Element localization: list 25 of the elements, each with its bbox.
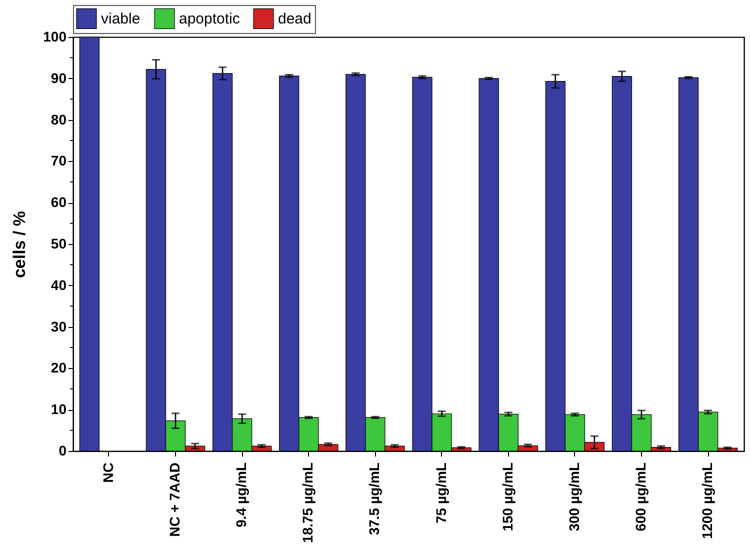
x-tick-label: NC + 7AAD [166,462,183,537]
y-tick-label: 60 [50,194,67,210]
y-tick-label: 50 [50,236,67,252]
y-tick-label: 30 [50,318,67,334]
y-tick-label: 0 [58,442,67,458]
x-tick-label: 37.5 µg/mL [366,462,382,536]
legend-label: viable [101,10,140,28]
x-tick-label: 1200 µg/mL [699,462,716,540]
x-tick-label: 75 µg/mL [432,462,449,524]
y-axis-title: cells / % [10,210,30,278]
y-tick-label: 20 [50,360,67,376]
x-tick-label: 150 µg/mL [499,462,516,532]
x-tick-label: 18.75 µg/mL [300,462,316,543]
y-tick-label: 10 [50,401,67,418]
y-tick-label: 90 [50,70,67,86]
x-tick-label: 600 µg/mL [632,462,648,532]
y-tick-label: 70 [50,152,67,169]
x-tick-label: 9.4 µg/mL [233,462,250,528]
y-tick-label: 40 [50,276,67,293]
y-tick-label: 100 [43,28,67,44]
legend-label: dead [278,10,312,28]
y-tick-label: 80 [50,111,67,128]
x-tick-label: 300 µg/mL [566,462,582,532]
x-tick-label: NC [100,462,116,483]
legend-label: apoptotic [179,10,240,28]
